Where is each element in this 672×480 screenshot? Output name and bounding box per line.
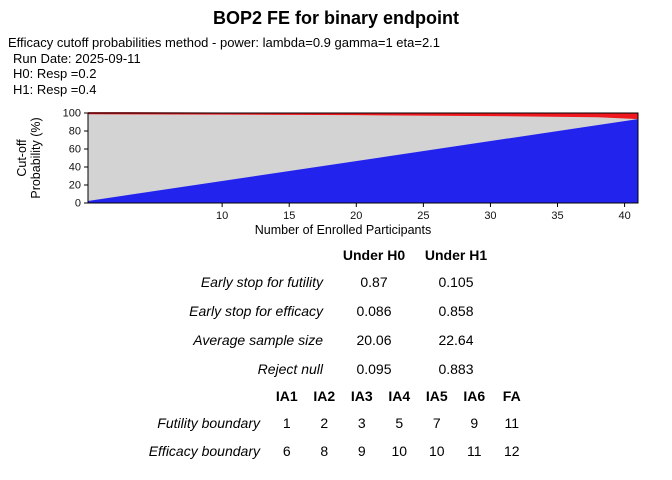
futility-boundary-value: 5 bbox=[395, 415, 404, 431]
x-tick-label: 30 bbox=[484, 210, 496, 222]
oc-row-futility-stop: Early stop for futility 0.87 0.105 bbox=[0, 267, 672, 296]
plot-border bbox=[87, 112, 639, 204]
boundary-table: IA1 IA2 IA3 IA4 IA5 IA6 FA Futility boun… bbox=[0, 383, 672, 465]
y-tick-label: 60 bbox=[69, 144, 81, 156]
oc-row-efficacy-stop: Early stop for efficacy 0.086 0.858 bbox=[0, 296, 672, 325]
oc-value-h0: 0.086 bbox=[356, 302, 392, 319]
oc-value-h0: 0.87 bbox=[360, 273, 388, 290]
x-tick-label: 15 bbox=[283, 210, 295, 222]
y-tick-label: 40 bbox=[69, 162, 81, 174]
boundary-header-ia6: IA6 bbox=[463, 388, 486, 404]
oc-row-average-sample-size: Average sample size 20.06 22.64 bbox=[0, 325, 672, 354]
run-info-block: Efficacy cutoff probabilities method - p… bbox=[0, 35, 672, 97]
boundary-header-ia4: IA4 bbox=[388, 388, 411, 404]
x-axis-label: Number of Enrolled Participants bbox=[255, 223, 431, 237]
method-line: Efficacy cutoff probabilities method - p… bbox=[8, 35, 441, 50]
efficacy-boundary-value: 8 bbox=[320, 443, 329, 459]
oc-row-label: Average sample size bbox=[193, 331, 323, 348]
oc-row-label: Reject null bbox=[257, 360, 323, 377]
oc-table: Under H0 Under H1 Early stop for futilit… bbox=[0, 243, 672, 383]
x-tick-label: 20 bbox=[350, 210, 362, 222]
run-date-line: Run Date: 2025-09-11 bbox=[13, 50, 141, 66]
futility-boundary-value: 7 bbox=[432, 415, 441, 431]
boundary-row-futility: Futility boundary 1 2 3 5 7 9 11 bbox=[0, 409, 672, 437]
futility-stop-region-line bbox=[87, 119, 639, 204]
oc-row-reject-null: Reject null 0.095 0.883 bbox=[0, 354, 672, 383]
page-title: BOP2 FE for binary endpoint bbox=[212, 8, 459, 28]
cutoff-chart-svg: 10 15 20 25 30 35 40 0 20 40 60 80 100 Number of Enro… bbox=[15, 108, 639, 237]
efficacy-boundary-value: 12 bbox=[503, 443, 520, 459]
y-tick-label: 100 bbox=[63, 108, 81, 120]
efficacy-boundary-value: 10 bbox=[428, 443, 445, 459]
oc-value-h0: 0.095 bbox=[356, 360, 392, 377]
efficacy-boundary-value: 6 bbox=[282, 443, 291, 459]
boundary-header-row: IA1 IA2 IA3 IA4 IA5 IA6 FA bbox=[0, 383, 672, 409]
oc-value-h1: 0.105 bbox=[438, 273, 474, 290]
h1-line: H1: Resp =0.4 bbox=[13, 81, 97, 97]
oc-value-h1: 0.883 bbox=[438, 360, 474, 377]
x-tick-label: 25 bbox=[417, 210, 429, 222]
cutoff-probability-chart: 10 15 20 25 30 35 40 0 20 40 60 80 100 Number of Enro… bbox=[0, 99, 672, 243]
boundary-header-ia5: IA5 bbox=[425, 388, 448, 404]
efficacy-boundary-value: 9 bbox=[357, 443, 366, 459]
boundary-header-ia2: IA2 bbox=[313, 388, 336, 404]
boundary-row-efficacy: Efficacy boundary 6 8 9 10 10 11 12 bbox=[0, 437, 672, 465]
oc-table-header-row: Under H0 Under H1 bbox=[0, 243, 672, 267]
oc-row-label: Early stop for futility bbox=[200, 273, 323, 290]
oc-header-h0: Under H0 bbox=[342, 247, 406, 263]
x-tick-label: 35 bbox=[551, 210, 563, 222]
oc-value-h0: 20.06 bbox=[356, 331, 392, 348]
futility-boundary-value: 1 bbox=[282, 415, 291, 431]
y-tick-label: 0 bbox=[75, 198, 81, 210]
x-tick-label: 10 bbox=[216, 210, 228, 222]
futility-boundary-value: 11 bbox=[504, 415, 520, 431]
boundary-header-ia3: IA3 bbox=[350, 388, 373, 404]
boundary-header-fa: FA bbox=[502, 388, 521, 404]
oc-header-h1: Under H1 bbox=[424, 247, 488, 263]
oc-value-h1: 22.64 bbox=[438, 331, 474, 348]
efficacy-boundary-value: 11 bbox=[466, 443, 482, 459]
boundary-row-label: Futility boundary bbox=[157, 415, 260, 431]
oc-value-h1: 0.858 bbox=[438, 302, 474, 319]
boundary-header-ia1: IA1 bbox=[275, 388, 298, 404]
efficacy-boundary-value: 10 bbox=[391, 443, 408, 459]
futility-boundary-value: 9 bbox=[470, 415, 479, 431]
y-axis-label: Probability (%) bbox=[29, 117, 43, 198]
x-tick-label: 40 bbox=[618, 210, 630, 222]
oc-row-label: Early stop for efficacy bbox=[189, 302, 323, 319]
boundary-row-label: Efficacy boundary bbox=[148, 443, 260, 459]
futility-boundary-value: 2 bbox=[320, 415, 329, 431]
y-tick-label: 20 bbox=[69, 180, 81, 192]
h0-line: H0: Resp =0.2 bbox=[13, 66, 97, 81]
futility-boundary-value: 3 bbox=[357, 415, 366, 431]
y-axis-label: Cut-off bbox=[15, 139, 29, 177]
y-tick-label: 80 bbox=[69, 126, 81, 138]
